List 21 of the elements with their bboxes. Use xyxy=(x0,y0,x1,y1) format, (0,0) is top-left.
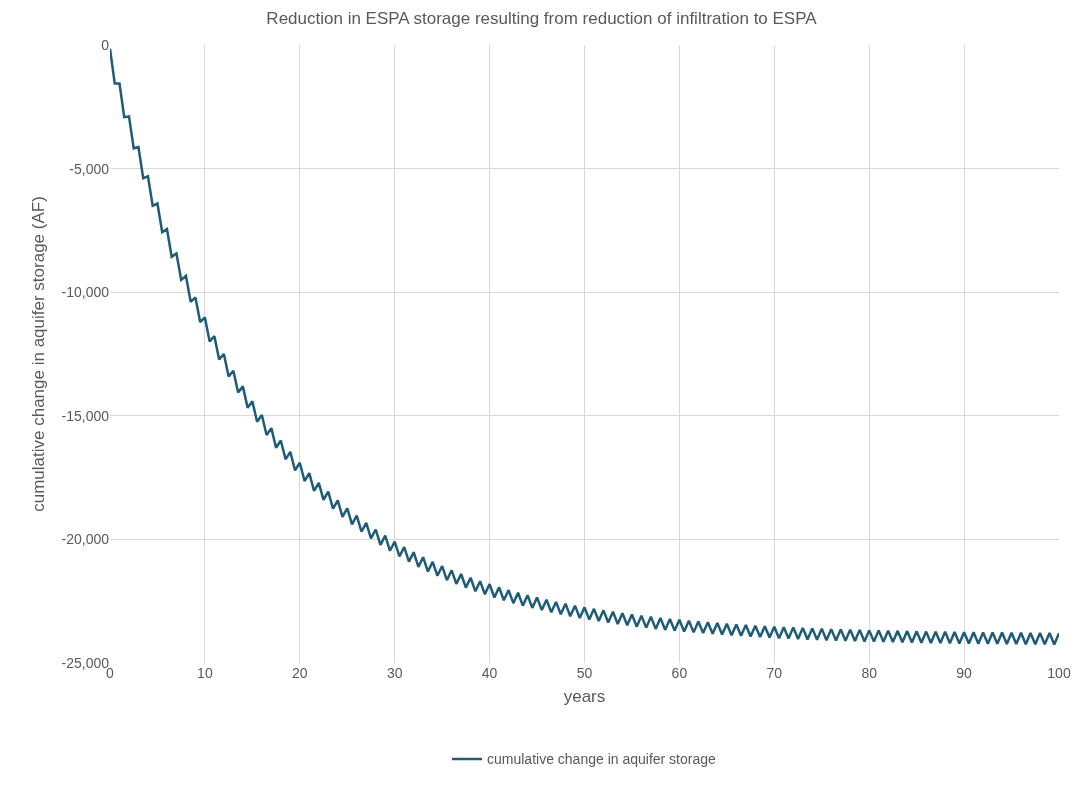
y-tick-label: 0 xyxy=(101,36,110,53)
x-tick-label: 60 xyxy=(671,665,688,681)
x-tick-label: 80 xyxy=(861,665,878,681)
x-tick-label: 90 xyxy=(956,665,973,681)
y-axis-title: cumulative change in aquifer storage (AF) xyxy=(29,196,49,512)
x-tick-label: 70 xyxy=(766,665,783,681)
y-tick-label: -5,000 xyxy=(69,160,110,177)
legend-label: cumulative change in aquifer storage xyxy=(487,751,717,768)
x-tick-label: 100 xyxy=(1047,665,1071,681)
x-tick-label: 10 xyxy=(197,665,213,681)
y-tick-label: -20,000 xyxy=(61,531,110,548)
y-tick-label: -15,000 xyxy=(61,407,110,424)
chart-title: Reduction in ESPA storage resulting from reduction of infiltration to ESPA xyxy=(266,8,818,28)
x-tick-label: 50 xyxy=(576,665,593,681)
y-tick-label: -25,000 xyxy=(61,654,110,671)
x-tick-label: 20 xyxy=(292,665,308,681)
line-series xyxy=(110,47,1059,646)
x-axis-title: years xyxy=(563,687,606,707)
x-tick-label: 30 xyxy=(386,665,403,681)
x-tick-label: 40 xyxy=(481,665,498,681)
y-tick-label: -10,000 xyxy=(61,284,110,301)
